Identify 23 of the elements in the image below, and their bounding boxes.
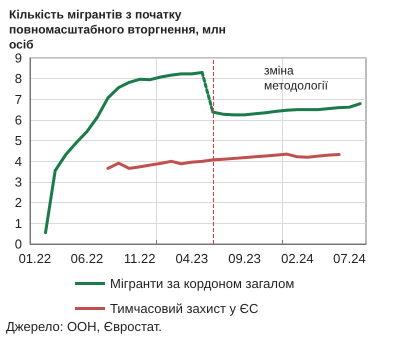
x-tick-label: 09.23	[228, 251, 261, 266]
x-tick-label: 04.23	[176, 251, 208, 266]
y-tick-label: 2	[14, 195, 22, 210]
y-tick-label: 9	[14, 50, 22, 66]
x-tick-label: 01.22	[18, 251, 52, 266]
y-tick-label: 5	[14, 133, 22, 148]
y-tick-label: 0	[14, 236, 22, 252]
line-series	[106, 152, 341, 170]
y-tick-label: 6	[14, 112, 22, 128]
x-tick-label: 02.24	[281, 251, 314, 266]
legend-label: Мігранти за кордоном загалом	[110, 276, 294, 291]
annotation: зміна методології	[264, 64, 329, 92]
x-tick-label: 07.24	[333, 251, 366, 266]
x-tick-label: 11.22	[124, 251, 156, 266]
x-tick-label: 06.22	[70, 251, 104, 266]
y-tick-label: 4	[14, 154, 22, 169]
legend-label: Тимчасовий захист у ЄС	[110, 301, 258, 316]
y-tick-label: 1	[14, 216, 22, 231]
text: Джерело: ООН, Євростат.	[6, 319, 162, 334]
chart-title: Кількість мігрантів з початку повномасштабного вторгнення, млн осіб	[9, 8, 230, 52]
y-tick-label: 8	[14, 71, 22, 86]
y-tick-label: 7	[14, 92, 22, 107]
y-tick-label: 3	[14, 174, 22, 190]
